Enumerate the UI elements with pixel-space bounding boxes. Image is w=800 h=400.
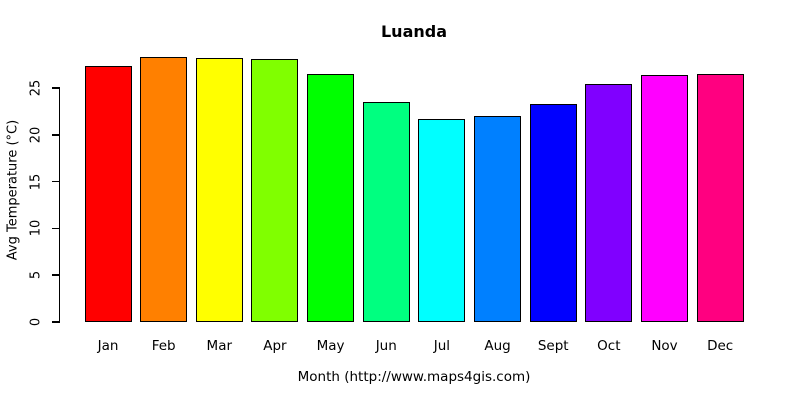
month-label: Feb [151, 338, 176, 354]
month-label: Sept [537, 338, 569, 354]
chart-title: Luanda [380, 22, 448, 41]
bar [140, 57, 188, 322]
y-tick [51, 274, 60, 276]
y-tick-label: 25 [28, 79, 44, 97]
bar [251, 58, 299, 322]
y-tick [51, 134, 60, 136]
month-label: Jul [433, 338, 451, 354]
bar [195, 58, 243, 322]
y-tick-label: 20 [28, 126, 44, 144]
bar [641, 74, 688, 322]
month-label: Apr [263, 338, 287, 354]
month-label: Dec [707, 338, 734, 354]
y-tick [51, 321, 60, 323]
month-label: Jun [375, 338, 397, 354]
month-label: May [316, 338, 345, 354]
x-axis-label: Month (http://www.maps4gis.com) [297, 369, 531, 385]
y-axis-label: Avg Temperature (°C) [5, 119, 21, 261]
y-tick-label: 5 [28, 271, 44, 280]
y-tick [51, 87, 60, 89]
bar [696, 73, 744, 322]
bar [529, 103, 577, 322]
month-label: Oct [597, 338, 621, 354]
month-label: Nov [651, 338, 678, 354]
month-label: Aug [484, 338, 511, 354]
bar [418, 118, 466, 322]
month-label: Mar [206, 338, 233, 354]
y-tick-label: 15 [28, 173, 44, 190]
bar [362, 102, 410, 322]
bar [307, 73, 355, 322]
bar [474, 116, 522, 322]
bar [585, 84, 633, 322]
y-tick-label: 0 [28, 317, 44, 327]
y-axis-line [58, 87, 61, 323]
bar [84, 66, 132, 322]
y-tick-label: 10 [28, 220, 44, 237]
y-tick [51, 227, 60, 230]
y-tick [51, 180, 60, 183]
month-label: Jan [97, 338, 119, 354]
